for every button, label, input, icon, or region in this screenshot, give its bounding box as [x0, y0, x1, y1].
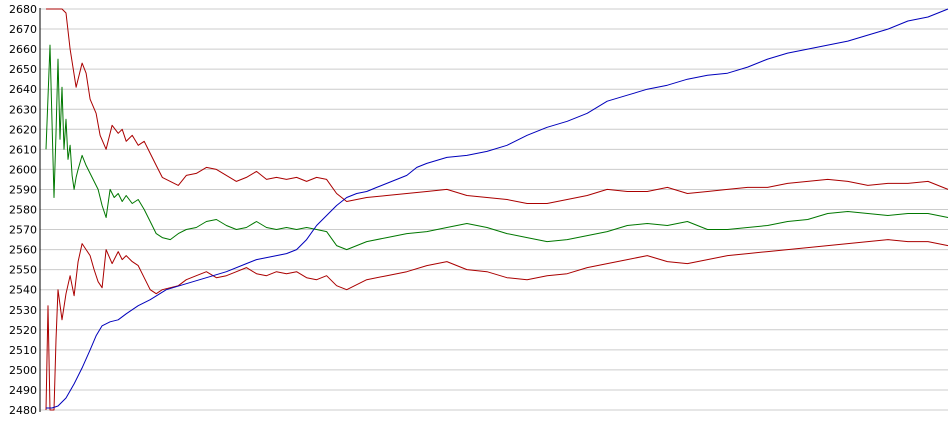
- y-tick-label: 2570: [9, 224, 37, 237]
- y-tick-label: 2680: [9, 3, 37, 16]
- y-tick-label: 2640: [9, 83, 37, 96]
- y-tick-label: 2620: [9, 123, 37, 136]
- y-tick-label: 2550: [9, 264, 37, 277]
- y-tick-label: 2540: [9, 284, 37, 297]
- y-axis-tick-labels: 2480 2490 2500 2510 2520 2530 2540 2550 2560 2570…: [9, 3, 37, 417]
- y-tick-label: 2500: [9, 364, 37, 377]
- y-tick-label: 2530: [9, 304, 37, 317]
- y-tick-label: 2490: [9, 384, 37, 397]
- series-line-middle: [45, 44, 949, 251]
- y-tick-label: 2670: [9, 23, 37, 36]
- y-tick-label: 2580: [9, 204, 37, 217]
- y-tick-label: 2660: [9, 43, 37, 56]
- y-tick-label: 2520: [9, 324, 37, 337]
- y-tick-label: 2610: [9, 143, 37, 156]
- y-tick-label: 2630: [9, 103, 37, 116]
- y-tick-label: 2510: [9, 344, 37, 357]
- y-tick-label: 2480: [9, 404, 37, 417]
- series-line-trend: [46, 8, 949, 409]
- series-lines: [45, 8, 949, 411]
- series-line-upper-band: [46, 8, 949, 204]
- series-line-lower-band: [45, 239, 949, 411]
- y-tick-label: 2650: [9, 63, 37, 76]
- y-tick-label: 2560: [9, 244, 37, 257]
- grid-lines: [40, 8, 948, 411]
- y-tick-label: 2600: [9, 163, 37, 176]
- y-tick-label: 2590: [9, 183, 37, 196]
